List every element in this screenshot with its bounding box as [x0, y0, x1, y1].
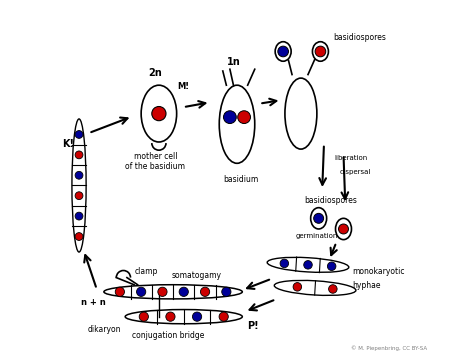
Circle shape	[280, 259, 289, 268]
Circle shape	[192, 312, 201, 321]
Ellipse shape	[275, 42, 291, 61]
Ellipse shape	[141, 85, 177, 142]
Text: hyphae: hyphae	[352, 281, 381, 290]
Text: liberation: liberation	[335, 155, 368, 161]
Circle shape	[75, 233, 83, 240]
Ellipse shape	[285, 78, 317, 149]
Circle shape	[222, 287, 231, 296]
Circle shape	[219, 312, 228, 321]
Circle shape	[75, 131, 83, 138]
Text: 2n: 2n	[148, 68, 162, 78]
Circle shape	[115, 287, 125, 296]
Text: conjugation bridge: conjugation bridge	[132, 331, 204, 340]
Text: basidiospores: basidiospores	[333, 33, 386, 42]
Circle shape	[179, 287, 188, 296]
Circle shape	[158, 287, 167, 296]
Ellipse shape	[72, 119, 86, 252]
Circle shape	[338, 224, 348, 234]
Circle shape	[328, 285, 337, 293]
Text: germination: germination	[296, 233, 338, 239]
Circle shape	[75, 151, 83, 159]
Text: n + n: n + n	[81, 298, 106, 307]
Text: dispersal: dispersal	[340, 169, 371, 175]
Text: K!: K!	[63, 139, 74, 149]
Circle shape	[152, 106, 166, 121]
Text: basidium: basidium	[223, 175, 258, 184]
Ellipse shape	[310, 208, 327, 229]
Circle shape	[293, 283, 301, 291]
Circle shape	[304, 261, 312, 269]
Ellipse shape	[274, 280, 356, 295]
Circle shape	[224, 111, 237, 124]
Text: clamp: clamp	[135, 267, 158, 276]
Circle shape	[75, 192, 83, 200]
Circle shape	[201, 287, 210, 296]
Circle shape	[315, 46, 326, 57]
Circle shape	[166, 312, 175, 321]
Ellipse shape	[219, 85, 255, 163]
Circle shape	[139, 312, 148, 321]
Text: 1n: 1n	[227, 57, 240, 67]
Circle shape	[237, 111, 250, 124]
Ellipse shape	[312, 42, 328, 61]
Text: somatogamy: somatogamy	[171, 271, 221, 280]
Circle shape	[328, 262, 336, 271]
Text: basidiospores: basidiospores	[305, 196, 357, 205]
Text: © M. Piepenbring, CC BY-SA: © M. Piepenbring, CC BY-SA	[351, 346, 427, 351]
Text: P!: P!	[247, 321, 259, 331]
Circle shape	[314, 213, 324, 223]
Ellipse shape	[104, 285, 242, 299]
Circle shape	[75, 212, 83, 220]
Ellipse shape	[267, 257, 349, 272]
Text: monokaryotic: monokaryotic	[352, 267, 405, 276]
Text: dikaryon: dikaryon	[87, 324, 120, 334]
Circle shape	[75, 171, 83, 179]
Ellipse shape	[336, 218, 352, 240]
Circle shape	[137, 287, 146, 296]
Ellipse shape	[125, 310, 242, 324]
Circle shape	[278, 46, 289, 57]
Text: mother cell
of the basidium: mother cell of the basidium	[125, 152, 185, 171]
Text: M!: M!	[178, 82, 190, 92]
